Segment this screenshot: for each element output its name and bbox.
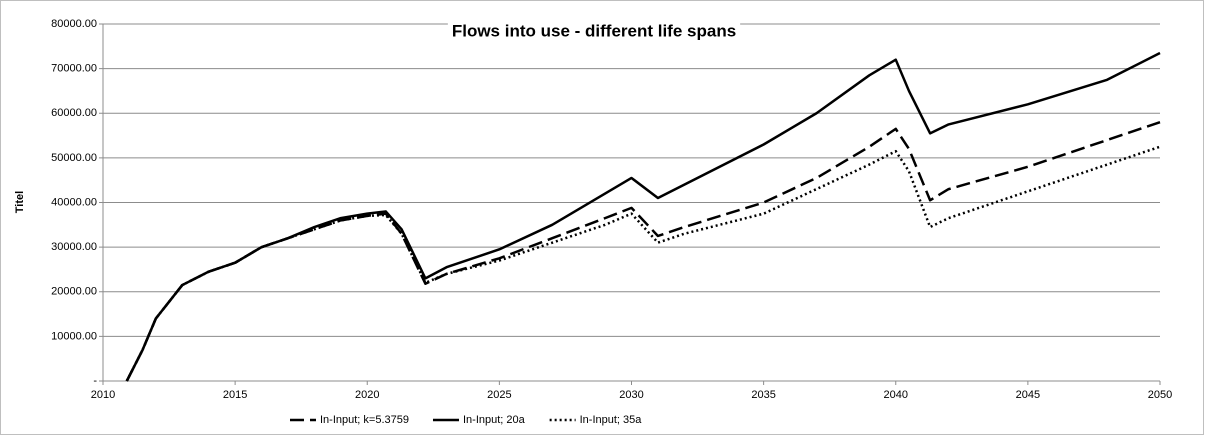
series-line xyxy=(125,145,1161,382)
title-background xyxy=(447,19,741,43)
x-tick-label: 2025 xyxy=(487,389,511,401)
x-tick-label: 2010 xyxy=(91,389,115,401)
x-tick-label: 2020 xyxy=(355,389,379,401)
y-tick-label: 40000.00 xyxy=(51,196,97,208)
x-tick-label: 2045 xyxy=(1016,389,1040,401)
y-tick-label: 60000.00 xyxy=(51,107,97,119)
x-tick-label: 2050 xyxy=(1148,389,1172,401)
legend-label: In-Input; k=5.3759 xyxy=(320,414,409,426)
legend-label: In-Input; 35a xyxy=(580,414,643,426)
x-tick-label: 2035 xyxy=(751,389,775,401)
x-tick-label: 2030 xyxy=(619,389,643,401)
legend-label: In-Input; 20a xyxy=(463,414,526,426)
y-tick-label: 70000.00 xyxy=(51,63,97,75)
y-tick-label: 50000.00 xyxy=(51,152,97,164)
y-tick-label: 20000.00 xyxy=(51,286,97,298)
y-tick-label: 80000.00 xyxy=(51,18,97,30)
x-tick-label: 2015 xyxy=(223,389,247,401)
series-line xyxy=(125,51,1161,382)
x-tick-label: 2040 xyxy=(884,389,908,401)
y-tick-label: 10000.00 xyxy=(51,330,97,342)
chart-title: Flows into use - different life spans xyxy=(452,21,736,40)
y-tick-label: - xyxy=(93,375,97,387)
y-axis-label: Titel xyxy=(14,191,26,213)
y-tick-label: 30000.00 xyxy=(51,241,97,253)
